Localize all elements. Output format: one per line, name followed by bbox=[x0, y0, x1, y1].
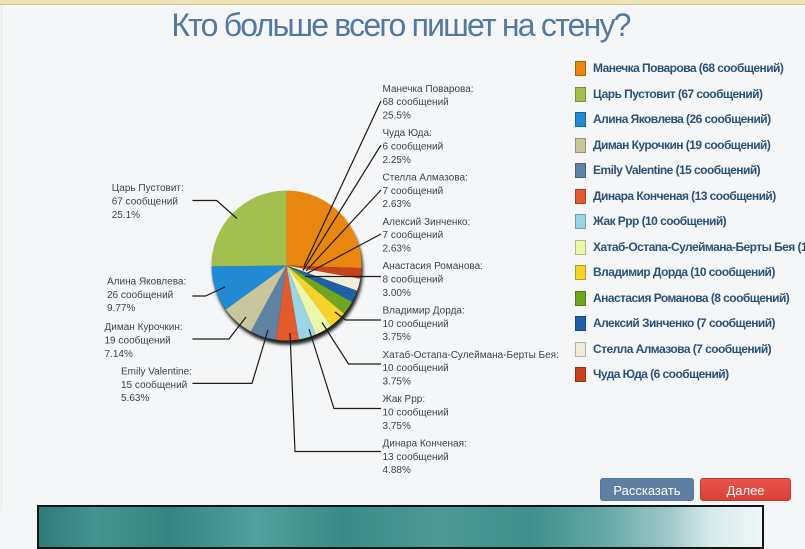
svg-text:67 сообщений: 67 сообщений bbox=[112, 196, 178, 208]
svg-text:2.25%: 2.25% bbox=[383, 155, 411, 166]
svg-text:Emily Valentine:: Emily Valentine: bbox=[121, 367, 192, 378]
svg-text:5.63%: 5.63% bbox=[121, 393, 149, 404]
svg-text:Манечка Поварова:: Манечка Поварова: bbox=[383, 84, 474, 95]
svg-text:7 сообщений: 7 сообщений bbox=[383, 229, 444, 241]
svg-text:Алина Яковлева:: Алина Яковлева: bbox=[107, 277, 186, 288]
svg-text:3.00%: 3.00% bbox=[383, 288, 411, 299]
svg-text:2.63%: 2.63% bbox=[383, 244, 411, 255]
svg-text:Жак Ррр:: Жак Ррр: bbox=[383, 394, 426, 405]
svg-text:7 сообщений: 7 сообщений bbox=[383, 185, 444, 197]
svg-text:19 сообщений: 19 сообщений bbox=[105, 335, 171, 347]
svg-text:Диман Курочкин:: Диман Курочкин: bbox=[105, 322, 183, 333]
svg-text:Стелла Алмазова:: Стелла Алмазова: bbox=[383, 173, 468, 184]
svg-text:10 сообщений: 10 сообщений bbox=[383, 362, 449, 374]
svg-text:Динара Конченая:: Динара Конченая: bbox=[383, 439, 467, 450]
svg-text:3.75%: 3.75% bbox=[383, 377, 411, 388]
svg-text:6 сообщений: 6 сообщений bbox=[383, 141, 444, 153]
svg-text:25.1%: 25.1% bbox=[112, 210, 140, 221]
svg-text:Царь Пустовит:: Царь Пустовит: bbox=[112, 183, 184, 194]
svg-text:4.88%: 4.88% bbox=[383, 465, 411, 476]
svg-text:10 сообщений: 10 сообщений bbox=[383, 407, 449, 419]
svg-text:8 сообщений: 8 сообщений bbox=[383, 274, 444, 286]
svg-text:15 сообщений: 15 сообщений bbox=[121, 379, 187, 391]
svg-text:13 сообщений: 13 сообщений bbox=[383, 451, 449, 463]
svg-text:3.75%: 3.75% bbox=[383, 421, 411, 432]
svg-text:68 сообщений: 68 сообщений bbox=[383, 96, 449, 108]
svg-text:3.75%: 3.75% bbox=[383, 332, 411, 343]
svg-text:7.14%: 7.14% bbox=[105, 349, 133, 360]
svg-text:25.5%: 25.5% bbox=[383, 111, 411, 122]
svg-text:10 сообщений: 10 сообщений bbox=[383, 318, 449, 330]
svg-text:Алексий Зинченко:: Алексий Зинченко: bbox=[383, 217, 471, 228]
svg-text:Анастасия Романова:: Анастасия Романова: bbox=[383, 261, 483, 272]
svg-text:Владимир Дорда:: Владимир Дорда: bbox=[383, 306, 465, 317]
svg-text:26 сообщений: 26 сообщений bbox=[107, 289, 173, 301]
svg-text:Чуда Юда:: Чуда Юда: bbox=[383, 128, 432, 139]
svg-text:2.63%: 2.63% bbox=[383, 199, 411, 210]
svg-text:9.77%: 9.77% bbox=[107, 303, 135, 314]
svg-text:Хатаб-Остапа-Сулеймана-Берты Б: Хатаб-Остапа-Сулеймана-Берты Бея: bbox=[383, 349, 559, 361]
